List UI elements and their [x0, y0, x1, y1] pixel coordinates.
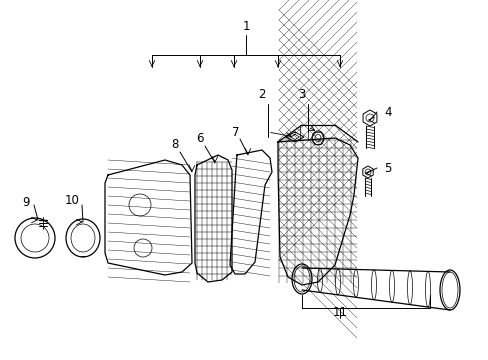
- Text: 3: 3: [298, 89, 305, 102]
- Text: 1: 1: [242, 21, 249, 33]
- Text: 2: 2: [258, 89, 265, 102]
- Text: 6: 6: [196, 131, 203, 144]
- Text: 8: 8: [171, 139, 178, 152]
- Text: 9: 9: [22, 195, 30, 208]
- Text: 4: 4: [384, 105, 391, 118]
- Text: 7: 7: [232, 126, 239, 139]
- Text: 11: 11: [332, 306, 347, 319]
- Text: 10: 10: [64, 194, 79, 207]
- Text: 5: 5: [384, 162, 391, 175]
